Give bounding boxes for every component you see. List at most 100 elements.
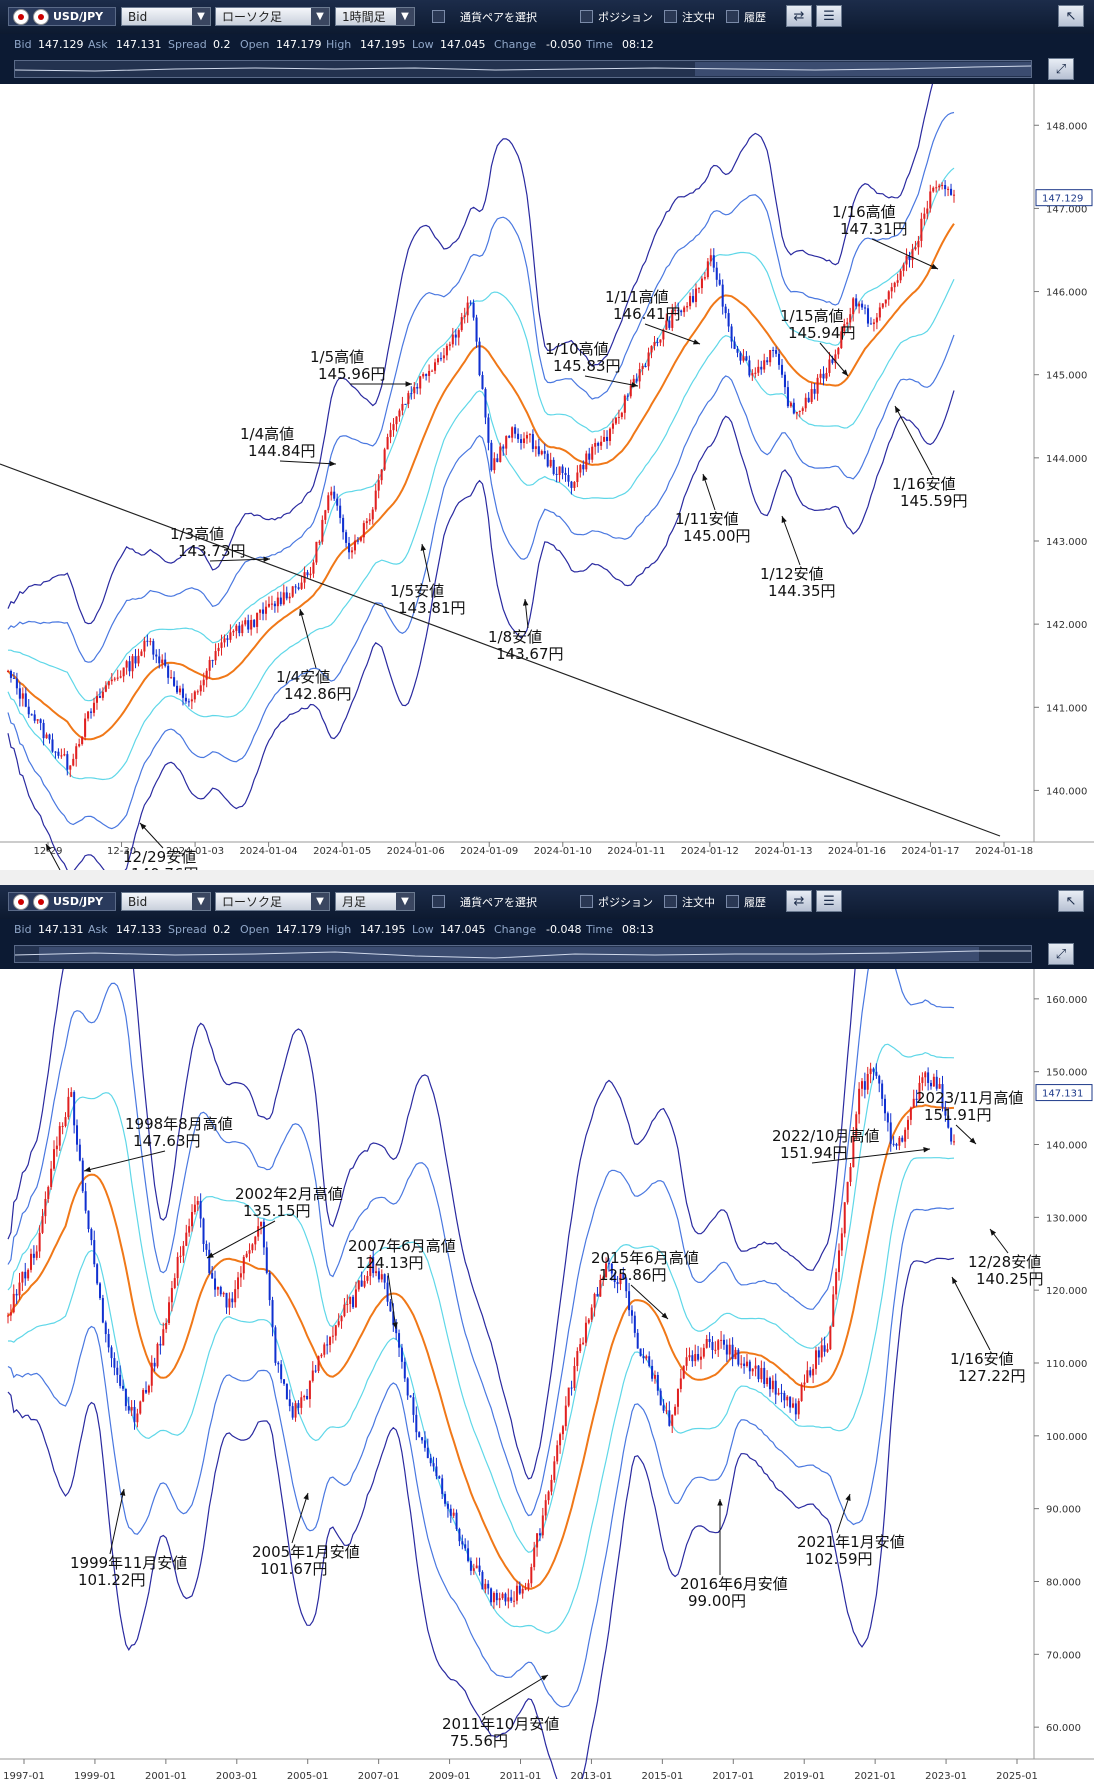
candle-body [492,1593,495,1603]
candle-body [407,393,410,404]
candle-body [947,188,950,190]
candle-body [938,185,941,188]
range-slider[interactable] [14,945,1032,963]
candle-body [648,1356,651,1366]
chart-tool-button[interactable]: ⇄ [786,5,812,27]
position-toggle[interactable]: ポジション [580,892,653,911]
candle-body [887,291,890,300]
candle-body [208,660,211,671]
collapse-button[interactable]: ↖ [1058,890,1084,912]
candle-body [810,389,813,402]
range-slider[interactable] [14,60,1035,78]
timeframe-select[interactable]: 月足 ▼ [335,892,415,911]
y-tick-label: 80.000 [1046,1577,1081,1588]
candle-body [372,1256,375,1274]
select-pair-option[interactable]: 通貨ペアを選択 [432,7,537,26]
candle-body [81,1160,84,1192]
y-tick-label: 140.000 [1046,1141,1087,1152]
open-value: 147.179 [276,923,322,936]
annotation-label: 1/4高値 [240,425,294,443]
position-checkbox[interactable] [580,895,593,908]
fit-chart-button[interactable]: ⤢ [1048,58,1074,80]
candle-body [763,360,766,370]
orders-checkbox[interactable] [664,10,677,23]
candle-body [395,416,398,425]
candle-body [602,1277,605,1280]
candle-body [935,187,938,189]
candle-body [904,1129,907,1142]
candle-body [549,459,552,467]
candle-body [55,1145,58,1150]
select-pair-option[interactable]: 通貨ペアを選択 [432,892,537,911]
band-lower-2-line [7,334,955,830]
orders-toggle[interactable]: 注文中 [664,7,715,26]
candle-body [73,1092,76,1126]
history-checkbox[interactable] [726,10,739,23]
select-pair-checkbox[interactable] [432,10,445,23]
candle-body [426,1447,429,1459]
candle-body [283,1379,286,1384]
fit-chart-button[interactable]: ⤢ [1048,943,1074,965]
candle-body [625,1278,628,1292]
candle-body [892,1143,895,1145]
candle-body [777,1392,780,1395]
candle-body [12,677,15,679]
chart-settings-button[interactable]: ☰ [816,890,842,912]
history-toggle[interactable]: 履歴 [726,892,766,911]
chart-type-select[interactable]: ローソク足 ▼ [215,892,330,911]
candle-body [288,1399,291,1407]
candle-body [337,1321,340,1326]
chart-toolbar: USD/JPY Bid ▼ ローソク足 ▼ 月足 ▼ 通貨ペアを選択 ポジション… [0,885,1094,919]
candle-body [308,1380,311,1400]
candle-body [460,317,463,331]
candle-body [926,208,929,214]
candle-body [662,329,665,340]
chart-tool-button[interactable]: ⇄ [786,890,812,912]
annotation-label: 1/5安値 [390,582,444,600]
history-checkbox[interactable] [726,895,739,908]
arrow-head-icon [693,339,700,345]
candle-body [603,436,606,442]
chart-settings-button[interactable]: ☰ [816,5,842,27]
orders-toggle[interactable]: 注文中 [664,892,715,911]
timeframe-select[interactable]: 1時間足 ▼ [335,7,415,26]
currency-pair-button[interactable]: USD/JPY [8,892,116,911]
hourly-candlestick-chart[interactable]: 148.000 147.000 146.000 145.000 144.000 143.0… [0,84,1094,870]
bid-label: Bid [14,38,32,51]
candle-body [461,1541,464,1545]
select-pair-checkbox[interactable] [432,895,445,908]
candle-body [760,366,763,370]
candle-body [429,1458,432,1464]
spread-label: Spread [168,923,207,936]
currency-pair-button[interactable]: USD/JPY [8,7,116,26]
monthly-candlestick-chart[interactable]: 160.000 150.000 140.000 130.000 120.000 110.0… [0,969,1094,1779]
candle-body [573,1365,576,1388]
candle-body [363,1280,366,1287]
candle-body [175,685,179,693]
annotation-label: 1/16安値 [892,475,956,493]
annotation-value: 147.63円 [133,1132,201,1150]
chart-type-select[interactable]: ローソク足 ▼ [215,7,330,26]
history-toggle[interactable]: 履歴 [726,7,766,26]
candle-body [428,370,431,376]
candle-body [312,562,315,574]
candle-body [419,376,422,389]
candle-body [619,1273,622,1285]
price-type-select[interactable]: Bid ▼ [121,7,211,26]
candle-body [869,1068,872,1074]
candle-body [938,1084,941,1089]
candle-body [279,597,282,605]
candle-body [66,754,69,770]
orders-checkbox[interactable] [664,895,677,908]
candle-body [947,1115,950,1128]
candle-body [596,1293,599,1297]
position-toggle[interactable]: ポジション [580,7,653,26]
navigator-sparkline [14,947,1031,961]
candle-body [852,298,855,315]
open-label: Open [240,38,270,51]
position-checkbox[interactable] [580,10,593,23]
candle-body [780,364,784,375]
candle-body [552,459,555,474]
collapse-button[interactable]: ↖ [1058,5,1084,27]
price-type-select[interactable]: Bid ▼ [121,892,211,911]
